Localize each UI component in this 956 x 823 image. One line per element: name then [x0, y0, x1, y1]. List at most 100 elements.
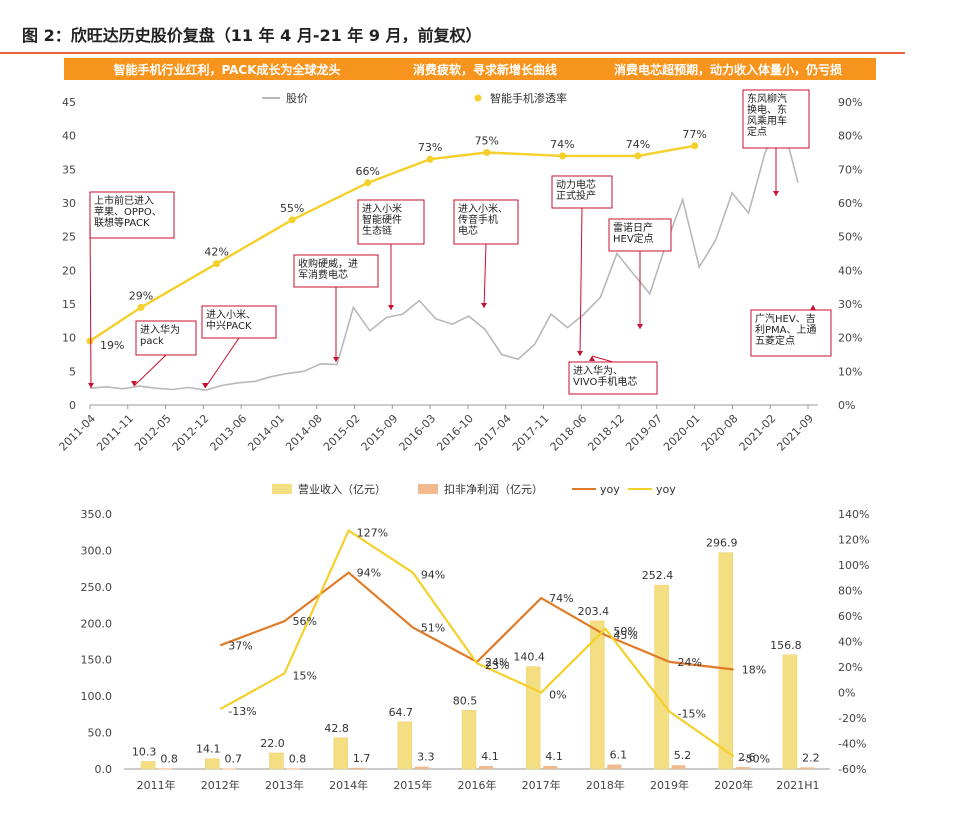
- penetration-point: [483, 149, 491, 156]
- legend-penetration-label: 智能手机渗透率: [490, 91, 567, 105]
- revenue-label: 203.4: [578, 605, 610, 618]
- annotation-arrowhead: [577, 351, 583, 356]
- y-left-tick: 200.0: [81, 617, 113, 630]
- annotation-text: HEV定点: [613, 232, 654, 245]
- profit-label: 4.1: [481, 750, 499, 763]
- profit-bar: [479, 766, 493, 769]
- y-right-tick: 0%: [838, 399, 855, 412]
- y-left-tick: 250.0: [81, 581, 113, 594]
- y-left-tick: 0: [69, 399, 76, 412]
- profit-bar: [158, 768, 173, 770]
- profit-yoy-label: 23%: [485, 659, 509, 672]
- legend-revenue-swatch: [272, 484, 292, 494]
- annotation-text: 定点: [747, 125, 767, 138]
- annotation-text: pack: [140, 336, 164, 347]
- annotation-text: 进入华为: [140, 323, 180, 336]
- y-right-tick: 30%: [838, 298, 862, 311]
- revenue-yoy-label: 18%: [742, 664, 766, 677]
- revenue-label: 10.3: [132, 745, 157, 758]
- y-right-tick: 40%: [838, 636, 862, 649]
- annotation-text: 五菱定点: [755, 334, 795, 347]
- profit-label: 6.1: [610, 749, 628, 762]
- x-tick-label: 2012年: [201, 778, 240, 792]
- banner-bg: [64, 58, 390, 80]
- annotation-text: 进入华为、: [573, 364, 623, 377]
- revenue-bar: [718, 552, 733, 770]
- revenue-yoy-label: 74%: [549, 592, 573, 605]
- penetration-label: 55%: [280, 202, 304, 215]
- y-left-tick: 5: [69, 365, 76, 378]
- annotation-arrow: [483, 243, 487, 309]
- y-left-tick: 20: [62, 264, 76, 277]
- y-right-tick: 70%: [838, 163, 862, 176]
- profit-bar: [671, 765, 686, 769]
- profit-label: 5.2: [674, 749, 692, 762]
- annotation-text: 正式投产: [556, 189, 596, 202]
- revenue-yoy-label: 51%: [421, 621, 445, 634]
- annotation-box: [89, 191, 175, 239]
- y-right-tick: 10%: [838, 365, 862, 378]
- y-left-tick: 15: [62, 298, 76, 311]
- profit-bar: [735, 767, 750, 769]
- revenue-label: 64.7: [389, 706, 414, 719]
- x-tick-label: 2017年: [522, 778, 561, 792]
- profit-bar: [414, 766, 429, 769]
- profit-label: 2.2: [802, 751, 820, 764]
- revenue-bar: [333, 737, 348, 770]
- annotation-arrow: [579, 207, 583, 357]
- y-right-tick: 120%: [838, 534, 869, 547]
- profit-label: 4.1: [545, 750, 563, 763]
- profit-label: 0.8: [289, 752, 307, 765]
- x-tick-label: 2021H1: [776, 779, 819, 792]
- y-left-tick: 50.0: [88, 727, 113, 740]
- legend-profit-swatch: [418, 484, 438, 494]
- y-left-tick: 300.0: [81, 544, 113, 557]
- revenue-bar: [140, 761, 156, 770]
- revenue-bar: [397, 721, 413, 770]
- penetration-point: [213, 260, 221, 268]
- banner-text: 消费疲软，寻求新增长曲线: [413, 62, 557, 77]
- legend-revenue-label: 营业收入（亿元）: [298, 482, 386, 496]
- annotation-box: [453, 199, 519, 245]
- revenue-yoy-label: 56%: [292, 615, 316, 628]
- y-right-tick: 20%: [838, 661, 862, 674]
- x-tick-label: 2014年: [329, 778, 368, 792]
- figure-title: 图 2：欣旺达历史股价复盘（11 年 4 月-21 年 9 月，前复权）: [22, 26, 482, 45]
- y-right-tick: 80%: [838, 130, 862, 143]
- annotation-text: 进入小米、: [458, 202, 508, 215]
- annotation-arrow: [89, 214, 92, 389]
- penetration-point: [426, 155, 434, 163]
- profit-bar: [607, 764, 622, 769]
- revenue-yoy-label: 45%: [613, 629, 637, 642]
- profit-label: 0.7: [225, 752, 243, 765]
- penetration-line: [89, 144, 695, 343]
- penetration-label: 66%: [356, 165, 380, 178]
- revenue-label: 296.9: [706, 537, 738, 550]
- profit-bar: [222, 768, 237, 770]
- revenue-yoy-label: 24%: [678, 656, 702, 669]
- profit-yoy-label: 94%: [421, 569, 445, 582]
- annotation-text: 联想等PACK: [94, 216, 150, 229]
- revenue-yoy-label: 94%: [357, 567, 381, 580]
- revenue-yoy-label: 24%: [485, 656, 509, 669]
- profit-bar: [543, 766, 558, 769]
- annotation-text: 苹果、OPPO、: [94, 205, 162, 218]
- revenue-bar: [525, 666, 541, 770]
- y-right-tick: -40%: [838, 738, 866, 751]
- x-tick-label: 2020年: [714, 778, 753, 792]
- annotation-box: [135, 320, 197, 356]
- legend-yoy2-label: yoy: [656, 483, 676, 496]
- y-right-tick: 20%: [838, 332, 862, 345]
- revenue-bar: [269, 752, 284, 770]
- annotation-text: 中兴PACK: [206, 319, 252, 332]
- legend-stock-label: 股价: [286, 92, 308, 105]
- penetration-label: 74%: [550, 138, 574, 151]
- legend-yoy1-label: yoy: [600, 483, 620, 496]
- y-right-tick: 90%: [838, 96, 862, 109]
- y-left-tick: 25: [62, 231, 76, 244]
- y-left-tick: 0.0: [95, 763, 113, 776]
